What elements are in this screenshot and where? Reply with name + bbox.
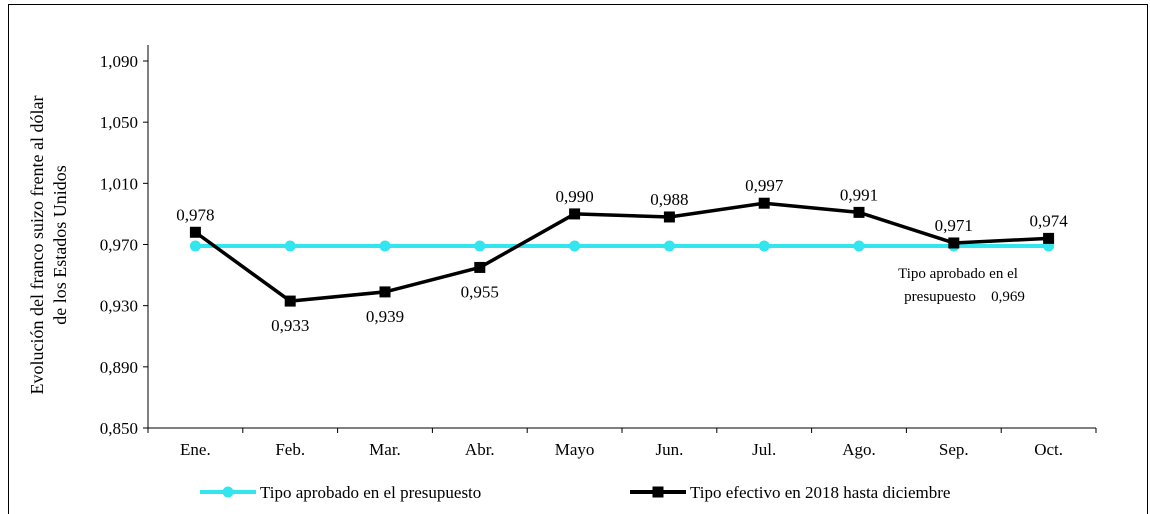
data-label: 0,933: [271, 316, 309, 335]
annotation-line2: presupuesto: [904, 289, 976, 305]
legend: Tipo aprobado en el presupuesto Tipo efec…: [200, 483, 950, 502]
data-label: 0,939: [366, 307, 404, 326]
chart-frame: [8, 4, 1148, 514]
x-tick-label: Abr.: [465, 440, 495, 459]
series-0-point: [474, 240, 486, 252]
series-1-point: [284, 295, 296, 307]
data-label: 0,990: [555, 187, 593, 206]
x-tick-label: Mayo: [555, 440, 595, 459]
data-labels: 0,978 0,933 0,939 0,955 0,990 0,988 0,997 0,991…: [176, 176, 1068, 335]
series-1-point: [474, 261, 486, 273]
series-1-point: [189, 226, 201, 238]
y-tick-label: 0,890: [100, 358, 138, 377]
y-tick-label: 1,010: [100, 174, 138, 193]
x-tick-label: Sep.: [939, 440, 969, 459]
series-line-1: [194, 201, 1049, 303]
budget-annotation: Tipo aprobado en el presupuesto 0,969: [898, 266, 1025, 305]
x-tick-label: Ago.: [842, 440, 876, 459]
y-axis-title-line2: de los Estados Unidos: [50, 165, 70, 325]
legend-label: Tipo aprobado en el presupuesto: [260, 483, 481, 502]
data-label: 0,971: [935, 216, 973, 235]
x-tick-label: Mar.: [369, 440, 401, 459]
legend-swatch-marker: [652, 486, 664, 498]
series-0-point: [189, 240, 201, 252]
x-tick-label: Ene.: [180, 440, 211, 459]
data-label: 0,991: [840, 185, 878, 204]
legend-swatch-marker: [222, 486, 234, 498]
series-0-point: [284, 240, 296, 252]
x-tick-label: Feb.: [275, 440, 305, 459]
x-tick-label: Jun.: [655, 440, 683, 459]
y-ticks: 0,850 0,890 0,930 0,970 1,010 1,050 1,090: [100, 52, 148, 438]
y-tick-label: 1,090: [100, 52, 138, 71]
annotation-value: 0,969: [991, 289, 1025, 305]
axes: [147, 45, 1096, 429]
y-tick-label: 0,850: [100, 419, 138, 438]
data-label: 0,978: [176, 205, 214, 224]
series-1-point: [663, 211, 675, 223]
series-0-point: [853, 240, 865, 252]
series-1-point: [853, 206, 865, 218]
x-tick-label: Oct.: [1034, 440, 1063, 459]
data-label: 0,955: [461, 282, 499, 301]
series-lines: [189, 197, 1055, 307]
y-axis-title: Evolución del franco suizo frente al dól…: [27, 96, 70, 395]
y-tick-label: 1,050: [100, 113, 138, 132]
x-ticks: Ene. Feb. Mar. Abr. Mayo Jun. Jul. Ago. Sep. Oct.: [147, 428, 1097, 459]
y-tick-label: 0,970: [100, 236, 138, 255]
series-0-point: [758, 240, 770, 252]
data-label: 0,997: [745, 176, 784, 195]
y-axis-title-line1: Evolución del franco suizo frente al dól…: [27, 96, 47, 395]
series-1-point: [758, 197, 770, 209]
legend-label: Tipo efectivo en 2018 hasta diciembre: [690, 483, 950, 502]
series-0-point: [379, 240, 391, 252]
series-0-point: [569, 240, 581, 252]
series-0-point: [663, 240, 675, 252]
data-label: 0,988: [650, 190, 688, 209]
series-1-point: [379, 286, 391, 298]
series-1-point: [569, 208, 581, 220]
annotation-line1: Tipo aprobado en el: [898, 266, 1018, 282]
data-label: 0,974: [1029, 211, 1068, 230]
series-1-point: [1043, 232, 1055, 244]
series-1-point: [948, 237, 960, 249]
y-tick-label: 0,930: [100, 297, 138, 316]
x-tick-label: Jul.: [752, 440, 776, 459]
